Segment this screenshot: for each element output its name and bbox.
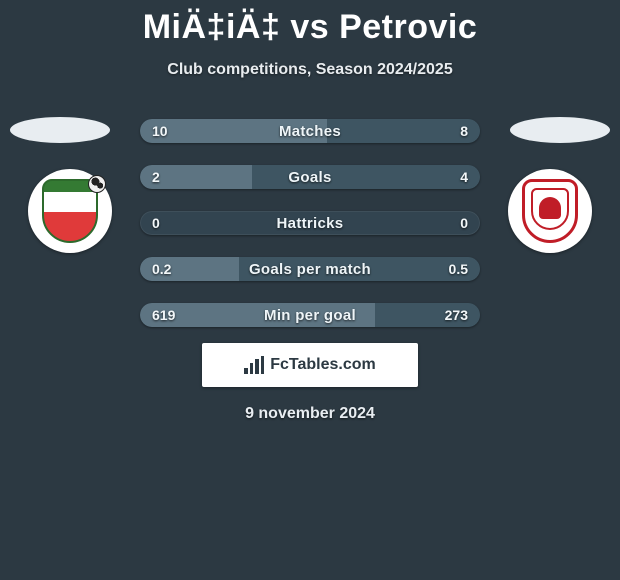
stat-row: 00Hattricks [140, 211, 480, 235]
player-right-placeholder [510, 117, 610, 143]
stat-row: 0.20.5Goals per match [140, 257, 480, 281]
stat-label: Min per goal [140, 303, 480, 327]
stat-label: Goals [140, 165, 480, 189]
stat-row: 619273Min per goal [140, 303, 480, 327]
date-label: 9 november 2024 [0, 405, 620, 423]
stat-label: Matches [140, 119, 480, 143]
stat-label: Hattricks [140, 211, 480, 235]
stat-row: 24Goals [140, 165, 480, 189]
page-title: MiÄ‡iÄ‡ vs Petrovic [0, 0, 620, 47]
shield-icon [522, 179, 578, 243]
club-badge-right [508, 169, 592, 253]
logo-text: FcTables.com [270, 356, 376, 374]
football-icon [88, 175, 106, 193]
subtitle: Club competitions, Season 2024/2025 [0, 61, 620, 79]
comparison-panel: 108Matches 24Goals 00Hattricks 0.20.5Goals … [0, 99, 620, 539]
fctables-logo: FcTables.com [202, 343, 418, 387]
club-badge-left [28, 169, 112, 253]
stat-bars: 108Matches 24Goals 00Hattricks 0.20.5Goals … [140, 119, 480, 349]
stat-label: Goals per match [140, 257, 480, 281]
player-left-placeholder [10, 117, 110, 143]
stat-row: 108Matches [140, 119, 480, 143]
bars-icon [244, 356, 264, 374]
